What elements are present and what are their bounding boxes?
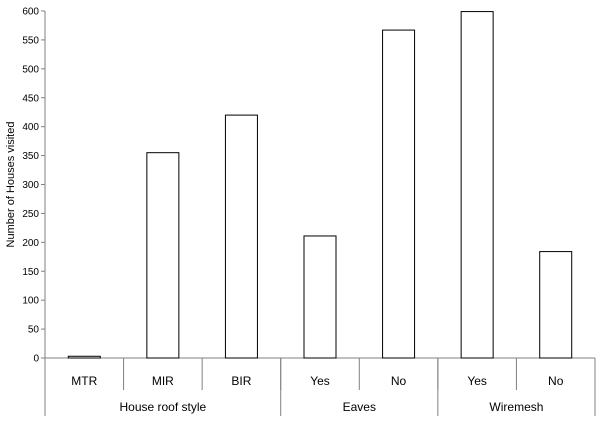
category-label: MTR bbox=[71, 374, 97, 388]
bar bbox=[460, 11, 494, 359]
y-tick-label: 250 bbox=[22, 209, 39, 220]
y-tick-label: 400 bbox=[22, 122, 39, 133]
category-label: No bbox=[391, 374, 407, 388]
group-label: Eaves bbox=[343, 400, 376, 414]
y-tick-label: 550 bbox=[22, 35, 39, 46]
group-label: Wiremesh bbox=[489, 400, 543, 414]
y-tick-label: 150 bbox=[22, 267, 39, 278]
y-tick-label: 350 bbox=[22, 151, 39, 162]
y-tick-label: 450 bbox=[22, 93, 39, 104]
bars bbox=[67, 11, 573, 359]
y-tick-label: 0 bbox=[33, 354, 39, 365]
y-tick-label: 100 bbox=[22, 296, 39, 307]
category-labels: MTR MIR BIR Yes No Yes No House roof style Eaves… bbox=[71, 374, 563, 414]
group-label: House roof style bbox=[119, 400, 206, 414]
category-label: MIR bbox=[152, 374, 174, 388]
bar bbox=[382, 29, 416, 359]
category-label: No bbox=[548, 374, 564, 388]
category-label: Yes bbox=[310, 374, 330, 388]
y-tick-label: 50 bbox=[28, 325, 40, 336]
category-label: BIR bbox=[231, 374, 251, 388]
axes: 0 50 100 150 200 250 300 350 400 450 500 550 600 bbox=[22, 7, 596, 416]
category-label: Yes bbox=[467, 374, 487, 388]
bar bbox=[146, 152, 180, 359]
y-axis-title: Number of Houses visited bbox=[5, 122, 17, 248]
y-tick-label: 600 bbox=[22, 7, 39, 18]
bar bbox=[224, 114, 258, 359]
bar bbox=[67, 355, 101, 359]
bar bbox=[303, 235, 337, 359]
y-tick-label: 200 bbox=[22, 238, 39, 249]
y-tick-label: 300 bbox=[22, 180, 39, 191]
y-tick-label: 500 bbox=[22, 64, 39, 75]
bar bbox=[539, 251, 573, 359]
